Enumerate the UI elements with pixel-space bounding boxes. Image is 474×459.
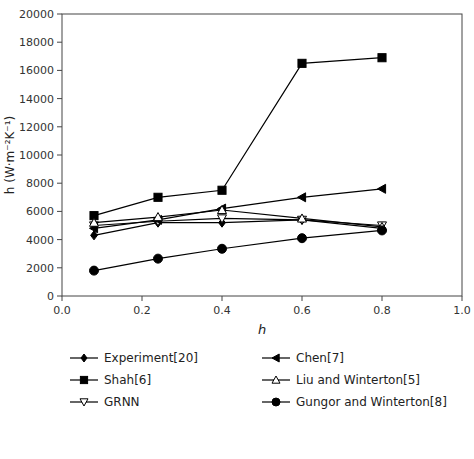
x-tick-label: 0.6 — [293, 304, 311, 317]
legend-label: Chen[7] — [296, 351, 344, 365]
legend-item: Shah[6] — [70, 373, 151, 387]
legend: Experiment[20] Shah[6] GRNN Chen[7] Liu and … — [70, 351, 447, 409]
y-tick-label: 10000 — [19, 149, 54, 162]
series — [90, 54, 386, 220]
y-tick-label: 16000 — [19, 64, 54, 77]
legend-marker — [272, 354, 279, 362]
series — [90, 184, 386, 232]
y-tick — [57, 126, 62, 127]
chart: 0.0 0.2 0.4 0.6 0.8 1.0 0 2000 4000 6000 8000 10000… — [0, 0, 474, 459]
x-axis-label: h — [258, 322, 266, 337]
x-tick-label: 1.0 — [453, 304, 471, 317]
x-tick — [62, 296, 63, 301]
legend-marker — [272, 398, 280, 406]
point — [298, 193, 306, 202]
y-tick — [57, 296, 62, 297]
y-tick-label: 8000 — [26, 177, 54, 190]
x-tick-label: 0.4 — [213, 304, 231, 317]
legend-item: Liu and Winterton[5] — [262, 373, 420, 387]
legend-marker — [81, 354, 87, 362]
point — [218, 204, 226, 213]
y-tick — [57, 267, 62, 268]
x-tick-label: 0.0 — [53, 304, 71, 317]
x-tick — [142, 296, 143, 301]
legend-item: Experiment[20] — [70, 351, 198, 365]
axes: 0.0 0.2 0.4 0.6 0.8 1.0 0 2000 4000 6000 8000 10000… — [19, 8, 471, 317]
legend-label: Liu and Winterton[5] — [296, 373, 420, 387]
point — [298, 214, 307, 222]
legend-label: GRNN — [104, 395, 140, 409]
legend-marker — [80, 399, 88, 406]
point — [378, 54, 386, 62]
y-tick — [57, 155, 62, 156]
y-tick — [57, 14, 62, 15]
point — [90, 218, 99, 226]
point — [298, 234, 307, 243]
x-tick — [302, 296, 303, 301]
x-tick-label: 0.8 — [373, 304, 391, 317]
y-tick-label: 20000 — [19, 8, 54, 21]
y-tick-label: 12000 — [19, 121, 54, 134]
series-line — [94, 189, 382, 228]
legend-item: Gungor and Winterton[8] — [262, 395, 447, 409]
legend-label: Shah[6] — [104, 373, 151, 387]
y-tick — [57, 211, 62, 212]
y-tick-label: 0 — [47, 290, 54, 303]
plot-frame — [62, 14, 462, 296]
point — [298, 59, 306, 67]
legend-marker — [80, 376, 87, 383]
x-tick — [222, 296, 223, 301]
point — [154, 213, 163, 221]
point — [154, 193, 162, 201]
series — [90, 205, 387, 230]
legend-item: GRNN — [70, 395, 140, 409]
point — [218, 244, 227, 253]
legend-marker — [272, 376, 280, 383]
point — [378, 184, 386, 193]
point — [218, 205, 227, 213]
series-line — [94, 210, 382, 227]
legend-item: Chen[7] — [262, 351, 344, 365]
y-tick-label: 14000 — [19, 93, 54, 106]
y-tick-label: 2000 — [26, 262, 54, 275]
y-tick — [57, 70, 62, 71]
y-tick — [57, 183, 62, 184]
x-tick — [382, 296, 383, 301]
y-tick-label: 6000 — [26, 205, 54, 218]
series-line — [94, 230, 382, 270]
x-tick-label: 0.2 — [133, 304, 151, 317]
y-tick-label: 18000 — [19, 36, 54, 49]
y-tick — [57, 42, 62, 43]
y-tick-label: 4000 — [26, 234, 54, 247]
y-tick — [57, 239, 62, 240]
point — [90, 266, 99, 275]
series — [90, 226, 387, 275]
point — [378, 226, 387, 235]
point — [218, 215, 227, 223]
y-tick — [57, 98, 62, 99]
point — [154, 254, 163, 263]
plot-area — [90, 54, 387, 275]
legend-label: Experiment[20] — [104, 351, 198, 365]
x-tick — [462, 296, 463, 301]
legend-label: Gungor and Winterton[8] — [296, 395, 447, 409]
series-line — [94, 58, 382, 216]
point — [218, 186, 226, 194]
y-axis-label: h (W·m⁻²K⁻¹) — [3, 116, 17, 194]
